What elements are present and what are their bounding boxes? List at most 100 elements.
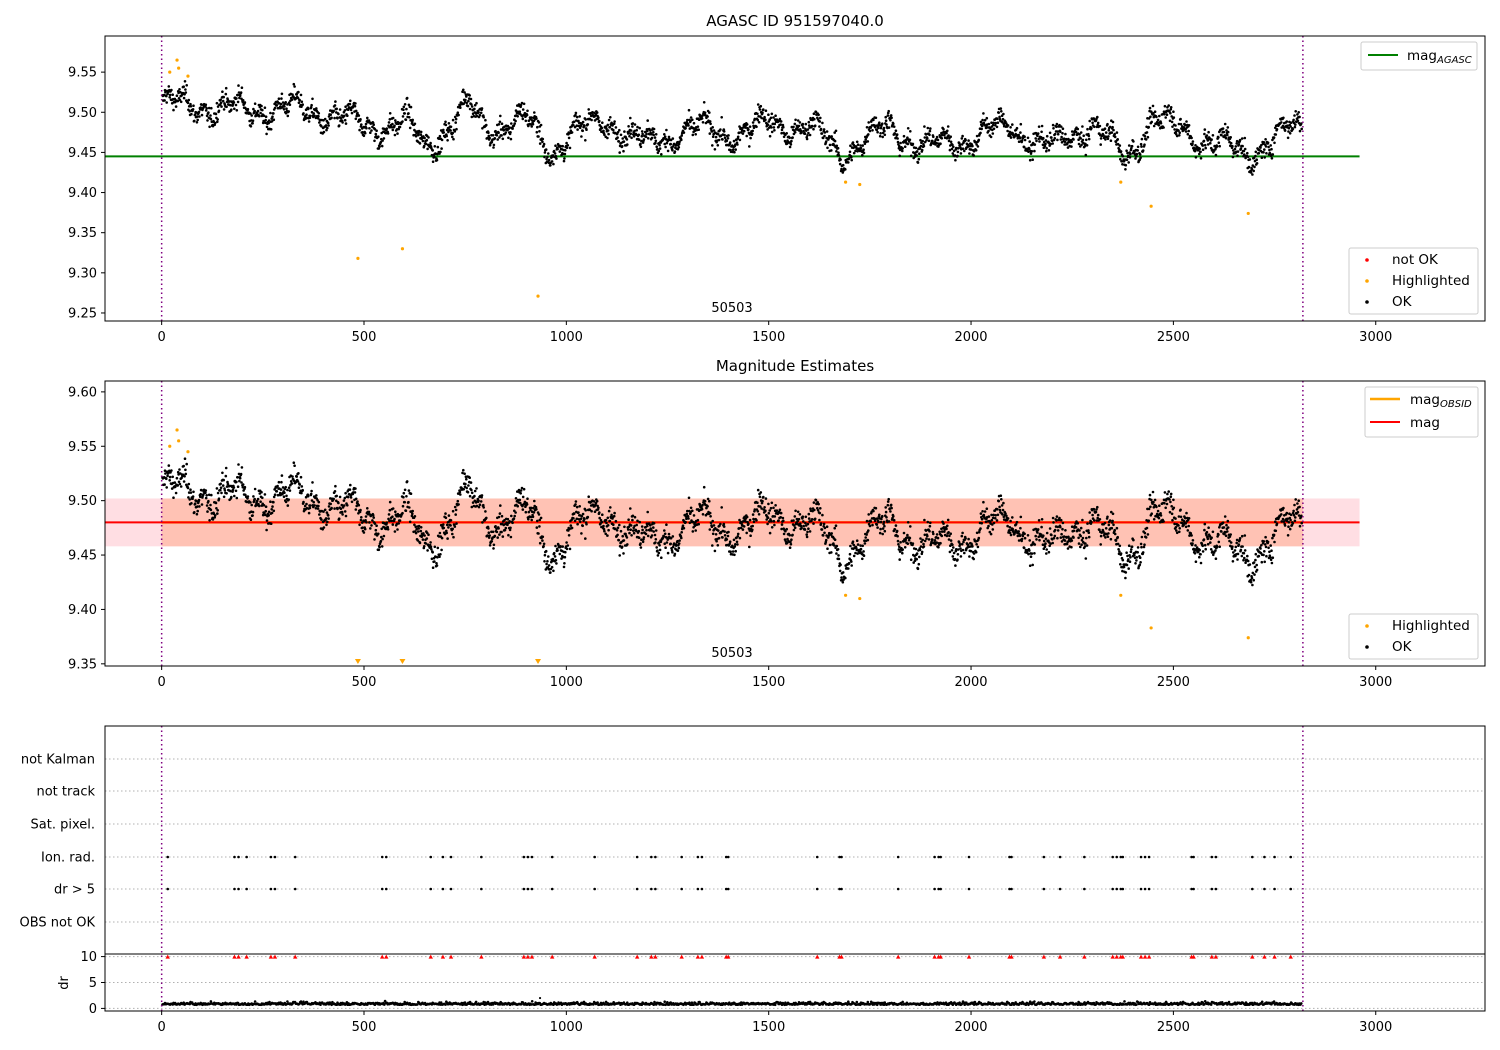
ok-point xyxy=(642,536,646,539)
ok-point xyxy=(251,514,254,517)
ok-point xyxy=(529,123,533,126)
ok-point xyxy=(1051,541,1054,545)
ok-point xyxy=(807,124,811,127)
ok-point xyxy=(1187,129,1190,133)
ok-point xyxy=(187,98,191,102)
ok-point xyxy=(433,145,437,148)
ok-point xyxy=(677,146,681,149)
ok-point xyxy=(790,538,793,541)
ok-point xyxy=(522,487,526,491)
ok-point xyxy=(1061,132,1064,135)
ok-point xyxy=(1246,155,1250,159)
ok-point xyxy=(487,531,491,534)
ok-point xyxy=(975,134,979,138)
ok-point xyxy=(833,139,837,143)
ok-point xyxy=(598,511,601,514)
ok-point xyxy=(587,495,590,499)
ok-point xyxy=(1020,537,1024,541)
ok-point xyxy=(767,511,771,515)
ok-point xyxy=(425,537,429,540)
ok-point xyxy=(997,499,1000,503)
ok-point xyxy=(669,142,672,146)
ok-point xyxy=(318,121,321,124)
ok-point xyxy=(409,105,413,109)
ok-point xyxy=(852,543,856,547)
ok-point xyxy=(849,544,852,548)
ok-point xyxy=(1178,131,1181,134)
ok-point xyxy=(862,554,866,557)
ok-point xyxy=(436,152,439,156)
ok-point xyxy=(778,508,782,512)
ok-point xyxy=(802,524,805,528)
ok-point xyxy=(487,134,491,138)
ok-point xyxy=(512,517,516,520)
ok-point xyxy=(195,121,199,124)
ok-point xyxy=(748,125,752,128)
ok-point xyxy=(1087,531,1091,534)
ok-point xyxy=(1140,145,1143,148)
ok-point xyxy=(514,497,518,500)
ok-point xyxy=(701,121,705,124)
ok-point xyxy=(177,480,181,484)
ok-point xyxy=(967,537,970,541)
ok-point xyxy=(562,159,566,163)
ok-point xyxy=(200,488,203,492)
ok-point xyxy=(430,548,433,551)
ok-point xyxy=(1257,151,1261,155)
ok-point xyxy=(305,113,308,116)
ok-point xyxy=(334,484,337,488)
ok-point xyxy=(630,534,633,537)
ok-point xyxy=(521,508,525,511)
ok-point xyxy=(572,512,576,515)
ok-point xyxy=(566,144,570,147)
ok-point xyxy=(216,512,219,515)
ok-point xyxy=(919,144,923,148)
ok-point xyxy=(1254,154,1257,158)
ok-point xyxy=(622,552,625,555)
ok-point xyxy=(1091,121,1094,125)
y-tick-label: 9.30 xyxy=(68,266,97,281)
highlighted-point xyxy=(1119,180,1123,184)
ok-point xyxy=(337,124,341,127)
ok-point xyxy=(604,518,608,522)
ok-point xyxy=(179,100,183,104)
ok-point xyxy=(923,136,927,139)
ok-point xyxy=(641,132,644,136)
ok-point xyxy=(200,113,204,117)
ok-point xyxy=(1263,148,1266,151)
ok-point xyxy=(163,99,166,102)
ok-point xyxy=(1081,138,1085,142)
ok-point xyxy=(917,157,921,161)
ok-point xyxy=(665,128,668,132)
ok-point xyxy=(767,502,770,506)
ok-point xyxy=(554,558,558,562)
legend-ok-marker xyxy=(1365,300,1369,304)
ok-point xyxy=(1264,138,1267,141)
ok-point xyxy=(379,539,383,543)
ok-point xyxy=(1011,527,1014,531)
panel1-legend-bottom: not OK Highlighted OK xyxy=(1348,247,1479,315)
ok-point xyxy=(929,521,932,525)
ok-point xyxy=(609,506,612,509)
ok-point xyxy=(875,128,879,132)
ok-point xyxy=(766,128,769,131)
ok-point xyxy=(454,513,458,516)
ok-point xyxy=(855,140,859,144)
ok-point xyxy=(329,113,333,116)
x-tick-label: 2500 xyxy=(1157,330,1190,345)
ok-point xyxy=(1141,149,1145,152)
ok-point xyxy=(948,148,952,152)
ok-point xyxy=(879,527,882,531)
ok-point xyxy=(449,125,453,129)
ok-point xyxy=(1179,117,1182,121)
ok-point xyxy=(632,135,636,138)
ok-point xyxy=(646,534,650,538)
ok-point xyxy=(417,129,421,133)
ok-point xyxy=(824,140,828,143)
ok-point xyxy=(193,502,197,506)
panel1-title: AGASC ID 951597040.0 xyxy=(706,12,884,30)
ok-point xyxy=(487,527,490,530)
ok-point xyxy=(344,122,348,125)
ok-point xyxy=(1175,134,1179,138)
ok-point xyxy=(210,106,213,110)
